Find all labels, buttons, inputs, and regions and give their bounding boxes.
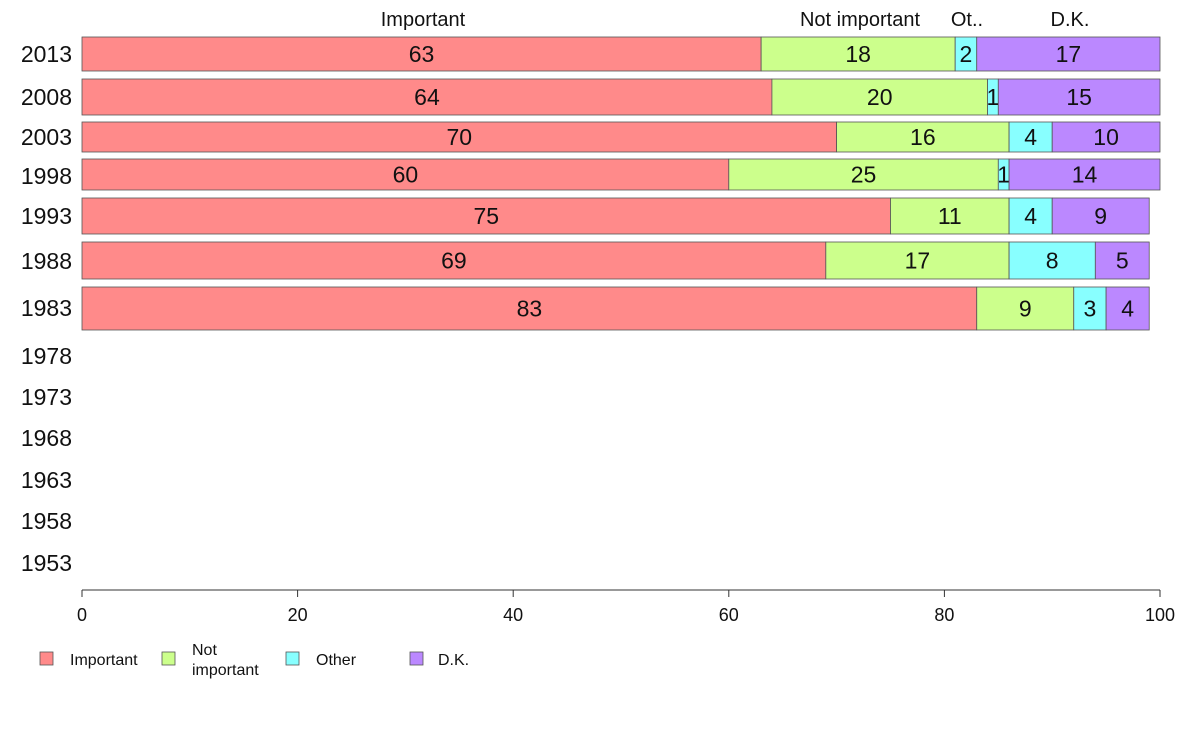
- data-label: 17: [905, 248, 931, 274]
- bar-segment: [976, 286, 1075, 331]
- year-label: 2008: [21, 84, 72, 110]
- data-label: 4: [1024, 203, 1037, 229]
- bar-segment: [1051, 121, 1161, 153]
- bar-segment: [1051, 197, 1150, 235]
- bar-segment: [81, 158, 730, 191]
- year-label: 1953: [21, 550, 72, 576]
- column-header: Not important: [800, 9, 920, 31]
- legend-label: Important: [70, 652, 138, 669]
- data-label: 4: [1121, 296, 1134, 322]
- bar-segment: [976, 36, 1161, 72]
- data-label: 18: [845, 41, 871, 67]
- bar-segment: [81, 286, 978, 331]
- x-tick-label: 60: [719, 605, 739, 625]
- data-label: 15: [1066, 84, 1092, 110]
- data-label: 1: [987, 84, 1000, 110]
- data-label: 64: [414, 84, 440, 110]
- data-label: 9: [1019, 296, 1032, 322]
- data-label: 75: [473, 203, 499, 229]
- bar-segment: [1008, 158, 1161, 191]
- data-label: 11: [938, 203, 962, 229]
- bar-segment: [997, 78, 1161, 116]
- x-tick-label: 0: [77, 605, 87, 625]
- data-label: 20: [867, 84, 893, 110]
- legend-swatch: [409, 651, 424, 666]
- column-headers: Important Not important Ot.. D.K.: [381, 9, 1090, 31]
- data-label: 70: [447, 124, 473, 150]
- year-label: 1993: [21, 203, 72, 229]
- legend-label: Not: [192, 642, 217, 659]
- bar-segment: [825, 241, 1010, 280]
- data-label: 60: [393, 162, 419, 188]
- legend-label: important: [192, 662, 259, 679]
- bar-segment: [890, 197, 1010, 235]
- legend-swatch: [39, 651, 54, 666]
- data-label: 2: [960, 41, 973, 67]
- year-label: 1963: [21, 467, 72, 493]
- data-label: 4: [1024, 124, 1037, 150]
- x-tick-label: 40: [503, 605, 523, 625]
- column-header: D.K.: [1051, 9, 1090, 31]
- year-label: 1983: [21, 295, 72, 321]
- bar-segment: [81, 197, 891, 235]
- x-axis: 0 20 40 60 80 100: [77, 589, 1175, 625]
- bar-segment: [1008, 241, 1096, 280]
- year-label: 2003: [21, 124, 72, 150]
- bar-segment: [1094, 241, 1150, 280]
- legend-label: D.K.: [438, 652, 469, 669]
- bar-segment: [81, 78, 773, 116]
- year-label: 1978: [21, 343, 72, 369]
- data-label: 8: [1046, 248, 1059, 274]
- bar-segment: [771, 78, 988, 116]
- x-tick-label: 20: [288, 605, 308, 625]
- data-label: 1: [997, 162, 1010, 188]
- legend: Important Not important Other D.K.: [39, 642, 469, 679]
- x-tick-label: 100: [1145, 605, 1175, 625]
- data-label: 3: [1084, 296, 1097, 322]
- data-label: 16: [910, 124, 936, 150]
- bar-segment: [1008, 121, 1053, 153]
- bar-segment: [1008, 197, 1053, 235]
- legend-label: Other: [316, 652, 357, 669]
- bar-segment: [760, 36, 956, 72]
- bar-segment: [836, 121, 1010, 153]
- data-label: 63: [409, 41, 435, 67]
- year-label: 1973: [21, 384, 72, 410]
- data-label: 25: [851, 162, 877, 188]
- column-header: Ot..: [951, 9, 983, 31]
- bar-segment: [81, 121, 837, 153]
- data-label: 69: [441, 248, 467, 274]
- data-label: 17: [1056, 41, 1082, 67]
- year-label: 1988: [21, 248, 72, 274]
- bar-segment: [728, 158, 999, 191]
- data-label: 14: [1072, 162, 1098, 188]
- column-header: Important: [381, 9, 466, 31]
- year-label: 1968: [21, 425, 72, 451]
- data-label: 83: [517, 296, 543, 322]
- data-label: 5: [1116, 248, 1129, 274]
- data-label: 9: [1094, 203, 1107, 229]
- year-label: 2013: [21, 41, 72, 67]
- x-tick-label: 80: [934, 605, 954, 625]
- year-label: 1958: [21, 508, 72, 534]
- year-label: 1998: [21, 163, 72, 189]
- legend-swatch: [161, 651, 176, 666]
- bar-segment: [81, 36, 762, 72]
- bar-segment: [1105, 286, 1150, 331]
- data-label: 10: [1093, 124, 1119, 150]
- legend-swatch: [285, 651, 300, 666]
- year-labels: 2013 2008 2003 1998 1993 1988 1983 1978 1973 1968…: [21, 41, 72, 576]
